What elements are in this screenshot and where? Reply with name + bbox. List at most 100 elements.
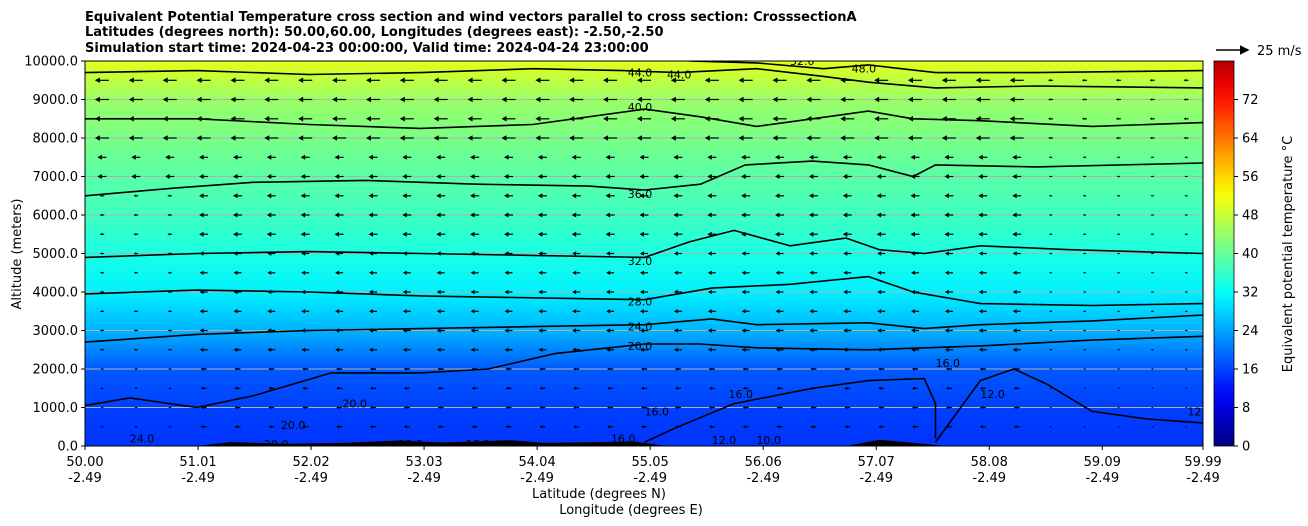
wind-vector-head <box>162 77 168 83</box>
wind-vector-head <box>639 193 644 199</box>
wind-vector-head <box>234 405 238 410</box>
x-tick-label-lat: 58.08 <box>971 455 1008 470</box>
wind-vector-head <box>200 386 204 390</box>
contour-label: 36.0 <box>628 188 653 201</box>
contour-line <box>85 229 1203 259</box>
wind-vector-head <box>366 135 371 141</box>
colorbar-tick-label: 48 <box>1242 209 1259 224</box>
wind-vector-head <box>978 212 983 218</box>
wind-vector-head <box>1083 252 1085 255</box>
wind-vector-head <box>606 251 611 256</box>
wind-vector-head <box>165 174 170 179</box>
wind-vector-head <box>840 135 846 141</box>
wind-vector-head <box>572 328 577 333</box>
wind-vector-head <box>268 405 272 410</box>
wind-vector-head <box>266 231 272 237</box>
wind-vector-head <box>741 328 746 333</box>
wind-vector-head <box>267 270 272 275</box>
wind-vector-head <box>979 425 983 429</box>
contour-label: 24.0 <box>130 432 155 445</box>
wind-vector-head <box>1049 272 1051 274</box>
wind-vector-head <box>470 231 475 237</box>
wind-vector-head <box>1049 406 1051 409</box>
wind-vector-head <box>708 386 712 390</box>
wind-vector-head <box>910 231 915 237</box>
wind-vector-head <box>640 270 644 275</box>
wind-vector-head <box>230 96 236 103</box>
wind-vector-head <box>844 367 848 371</box>
chart-title-line-1: Equivalent Potential Temperature cross s… <box>85 10 857 25</box>
wind-vector-head <box>230 77 236 83</box>
wind-vector-head <box>1082 194 1085 197</box>
wind-vector-head <box>842 174 848 179</box>
wind-vector-head <box>368 231 373 237</box>
wind-vector-head <box>772 77 778 83</box>
wind-vector-head <box>505 386 509 390</box>
wind-vector-head <box>1012 270 1017 275</box>
wind-vector-head <box>539 425 543 429</box>
wind-vector-head <box>467 116 473 122</box>
wind-vector-head <box>1150 194 1153 197</box>
wind-vector-head <box>1082 214 1085 216</box>
wind-vector-head <box>1116 329 1119 332</box>
wind-vector-head <box>607 405 611 410</box>
chart-title-line-3: Simulation start time: 2024-04-23 00:00:… <box>85 41 649 56</box>
wind-vector-head <box>368 193 373 199</box>
wind-vector-head <box>738 96 744 103</box>
wind-vector-head <box>369 270 373 275</box>
wind-vector-head <box>1115 136 1119 140</box>
wind-vector-head <box>673 212 678 218</box>
wind-vector-head <box>1049 156 1051 159</box>
wind-vector-head <box>708 425 712 429</box>
wind-vector-head <box>1184 156 1187 159</box>
wind-vector-head <box>877 328 882 333</box>
wind-vector-head <box>535 135 541 141</box>
wind-vector-head <box>1115 98 1119 101</box>
wind-vector-head <box>979 367 983 371</box>
wind-vector-head <box>436 309 441 314</box>
wind-vector-head <box>842 212 848 218</box>
wind-vector-head <box>941 135 947 141</box>
wind-vector-head <box>1151 426 1153 428</box>
wind-vector-head <box>978 174 983 179</box>
wind-vector-head <box>366 77 371 83</box>
wind-vector-head <box>1116 291 1119 293</box>
wind-vector-head <box>606 270 611 275</box>
wind-vector-head <box>975 96 981 103</box>
wind-vector-head <box>1150 156 1153 159</box>
wind-vector-head <box>402 289 407 295</box>
contour-label: 24.0 <box>628 321 653 334</box>
wind-vector-head <box>399 135 405 141</box>
wind-vector-head <box>134 368 136 370</box>
wind-vector-head <box>133 310 136 313</box>
wind-vector-head <box>233 212 238 218</box>
wind-vector-head <box>436 347 441 352</box>
wind-vector-head <box>165 154 170 160</box>
wind-vector-head <box>603 135 609 141</box>
colorbar-label: Equivalent potential temperature °C <box>1281 136 1296 372</box>
wind-vector-head <box>196 96 202 103</box>
wind-vector-head <box>874 116 880 122</box>
y-tick-label: 2000.0 <box>33 363 79 378</box>
wind-vector-head <box>639 154 644 160</box>
wind-vector-head <box>877 289 882 295</box>
wind-vector-head <box>268 386 272 390</box>
x-axis-label-latitude: Latitude (degrees N) <box>532 487 666 502</box>
chart-title-line-2: Latitudes (degrees north): 50.00,60.00, … <box>85 25 664 40</box>
x-tick-label-lon: -2.49 <box>1186 471 1220 486</box>
y-tick-label: 10000.0 <box>24 55 78 70</box>
wind-vector-head <box>402 193 407 199</box>
wind-vector-head <box>571 193 577 199</box>
wind-vector-head <box>842 231 848 237</box>
wind-vector-head <box>298 96 304 103</box>
contour-line <box>85 335 1203 409</box>
wind-vector-head <box>944 154 949 160</box>
wind-vector-head <box>1049 387 1051 389</box>
wind-vector-head <box>573 425 577 429</box>
wind-vector-head <box>196 135 202 141</box>
wind-vector-head <box>300 154 306 160</box>
wind-vector-head <box>504 289 509 295</box>
x-tick-label-lon: -2.49 <box>972 471 1006 486</box>
wind-vector-head <box>944 231 949 237</box>
wind-vector-head <box>1082 175 1085 178</box>
